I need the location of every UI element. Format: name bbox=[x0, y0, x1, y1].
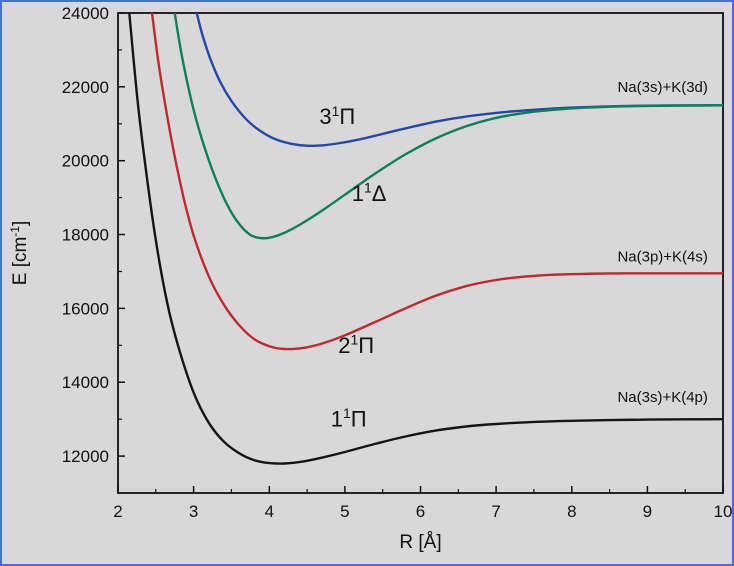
y-tick-label: 12000 bbox=[62, 447, 109, 466]
x-tick-label: 8 bbox=[567, 502, 576, 521]
x-tick-label: 7 bbox=[491, 502, 500, 521]
x-tick-label: 4 bbox=[265, 502, 274, 521]
curve-label: 21Π bbox=[338, 332, 374, 358]
y-tick-label: 14000 bbox=[62, 373, 109, 392]
asymptote-label: Na(3s)+K(4p) bbox=[617, 389, 707, 406]
x-tick-label: 9 bbox=[643, 502, 652, 521]
y-axis-title: E [cm-1] bbox=[8, 221, 31, 286]
x-axis-title: R [Å] bbox=[399, 532, 441, 553]
y-tick-label: 18000 bbox=[62, 226, 109, 245]
x-tick-label: 2 bbox=[113, 502, 122, 521]
x-tick-label: 6 bbox=[416, 502, 425, 521]
curve-label: 11Π bbox=[331, 405, 367, 431]
x-tick-label: 5 bbox=[340, 502, 349, 521]
curve-label: 11Δ bbox=[352, 180, 387, 206]
x-tick-label: 3 bbox=[189, 502, 198, 521]
curve-1¹Π bbox=[128, 13, 723, 465]
x-tick-label: 10 bbox=[714, 502, 733, 521]
y-tick-label: 20000 bbox=[62, 152, 109, 171]
y-tick-label: 16000 bbox=[62, 299, 109, 318]
curves-group bbox=[128, 13, 723, 465]
curve-label: 31Π bbox=[319, 103, 355, 129]
curve-2¹Π bbox=[150, 13, 723, 351]
curve-1¹Δ bbox=[173, 13, 723, 240]
asymptote-label: Na(3s)+K(3d) bbox=[617, 79, 707, 96]
asymptote-label: Na(3p)+K(4s) bbox=[617, 249, 707, 266]
y-tick-label: 24000 bbox=[62, 4, 109, 23]
y-tick-label: 22000 bbox=[62, 78, 109, 97]
